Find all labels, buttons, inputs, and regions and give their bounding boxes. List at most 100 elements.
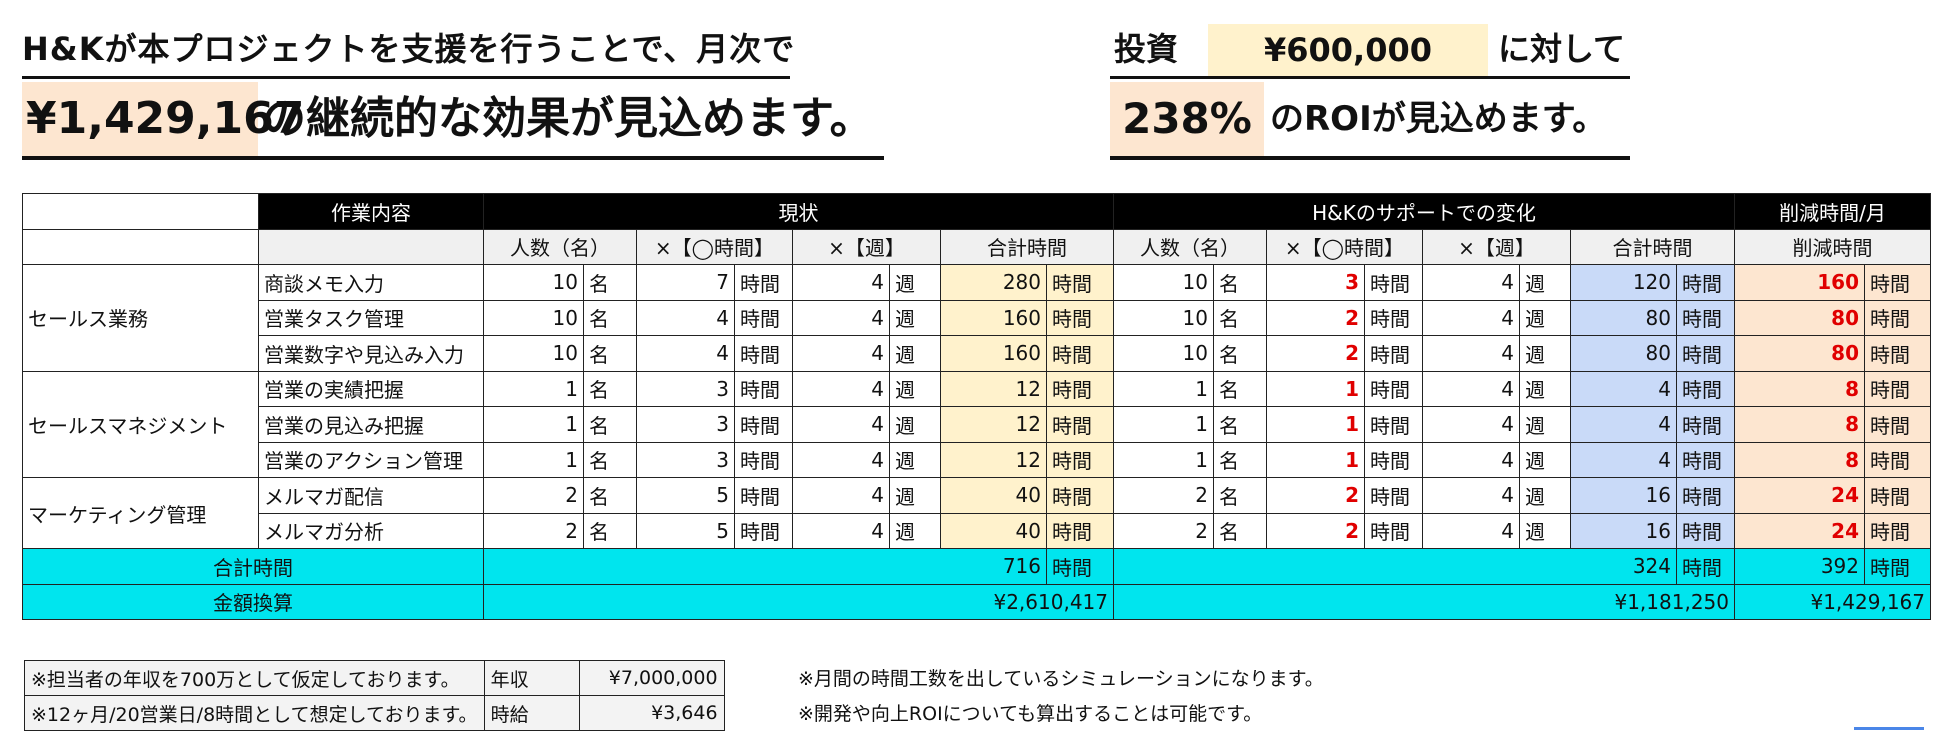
unit-hours: 時間 — [1046, 299, 1114, 336]
header-row-2: 人数（名） ×【◯時間】 ×【週】 合計時間 人数（名） ×【◯時間】 ×【週】… — [22, 228, 1931, 265]
unit-hours: 時間 — [1364, 512, 1423, 549]
cur-total: 160 — [940, 299, 1047, 336]
unit-people: 名 — [1213, 477, 1267, 514]
new-people: 2 — [1113, 477, 1214, 514]
salary-label: 年収 — [483, 660, 580, 696]
unit-people: 名 — [1213, 264, 1267, 301]
accent-line — [1854, 727, 1924, 730]
unit-hours: 時間 — [1676, 477, 1735, 514]
monthly-effect-amount: ¥1,429,167 — [22, 82, 304, 156]
note-monthly-simulation: ※月間の時間工数を出しているシミュレーションになります。 — [798, 668, 1324, 690]
new-weeks: 4 — [1422, 335, 1520, 372]
subheader-weeks: ×【週】 — [1422, 228, 1571, 265]
cur-weeks: 4 — [792, 512, 890, 549]
new-people: 1 — [1113, 441, 1214, 478]
category-cell: セールスマネジメント — [22, 370, 259, 478]
salary-row: ※担当者の年収を700万として仮定しております。 年収 ¥7,000,000 — [24, 660, 725, 696]
hourly-value: ¥3,646 — [578, 695, 725, 731]
new-people: 10 — [1113, 335, 1214, 372]
unit-hours: 時間 — [1676, 406, 1735, 443]
cur-hours: 3 — [636, 370, 735, 407]
unit-hours: 時間 — [1676, 335, 1735, 372]
new-people: 10 — [1113, 299, 1214, 336]
money-label: 金額換算 — [22, 583, 484, 620]
unit-hours: 時間 — [1046, 512, 1114, 549]
investment-amount: ¥600,000 — [1208, 24, 1488, 76]
table-row: 営業タスク管理 10 名 4 時間 4 週 160 時間 10 名 2 時間 4 週 80 時間 80 時間 — [23, 299, 1931, 336]
money-row: 金額換算 ¥2,610,417 ¥1,181,250 ¥1,429,167 — [22, 583, 1931, 620]
unit-weeks: 週 — [1519, 406, 1571, 443]
new-weeks: 4 — [1422, 477, 1520, 514]
table-row: セールスマネジメント 営業の実績把握 1 名 3 時間 4 週 12 時間 1 名 1 時間 4 週 4 時間 8 時… — [22, 370, 1931, 478]
unit-hours: 時間 — [1676, 512, 1735, 549]
new-money: ¥1,181,250 — [1113, 583, 1735, 620]
table-row: セールス業務 商談メモ入力 10 名 7 時間 4 週 280 時間 10 名 3 時間 4 週 120 時間 16… — [22, 264, 1931, 372]
cur-weeks: 4 — [792, 264, 890, 301]
unit-hours: 時間 — [734, 299, 793, 336]
total-label: 合計時間 — [22, 548, 484, 585]
subheader-hours: ×【◯時間】 — [1266, 228, 1423, 265]
table-row: 営業数字や見込み入力 10 名 4 時間 4 週 160 時間 10 名 2 時間 4 週 80 時間 80 時間 — [23, 335, 1931, 372]
unit-hours: 時間 — [1364, 477, 1423, 514]
unit-hours: 時間 — [1864, 477, 1931, 514]
unit-hours: 時間 — [1676, 299, 1735, 336]
unit-weeks: 週 — [1519, 370, 1571, 407]
cur-total: 12 — [940, 441, 1047, 478]
roi-value: 238% — [1110, 82, 1264, 156]
cur-total: 12 — [940, 370, 1047, 407]
unit-hours: 時間 — [1364, 441, 1423, 478]
unit-people: 名 — [583, 370, 637, 407]
new-total-sum: 324 — [1113, 548, 1677, 585]
cur-total: 280 — [940, 264, 1047, 301]
new-people: 1 — [1113, 406, 1214, 443]
unit-hours: 時間 — [1046, 477, 1114, 514]
new-total: 16 — [1570, 477, 1677, 514]
reduced-money: ¥1,429,167 — [1734, 583, 1931, 620]
cur-hours: 5 — [636, 477, 735, 514]
unit-people: 名 — [583, 477, 637, 514]
header-task: 作業内容 — [258, 193, 484, 230]
unit-hours: 時間 — [1864, 264, 1931, 301]
unit-hours: 時間 — [734, 441, 793, 478]
unit-hours: 時間 — [734, 512, 793, 549]
table-row: 営業のアクション管理 1 名 3 時間 4 週 12 時間 1 名 1 時間 4 週 4 時間 8 時間 — [23, 441, 1931, 478]
cur-people: 10 — [483, 299, 584, 336]
new-total: 4 — [1570, 370, 1677, 407]
task-cell: 営業タスク管理 — [258, 299, 484, 336]
headline-line2-suffix: の継続的な効果が見込めます。 — [262, 93, 874, 144]
cur-weeks: 4 — [792, 370, 890, 407]
unit-hours: 時間 — [1046, 406, 1114, 443]
cur-people: 10 — [483, 335, 584, 372]
reduced-hours: 24 — [1734, 512, 1865, 549]
unit-people: 名 — [583, 264, 637, 301]
unit-hours: 時間 — [1046, 370, 1114, 407]
hourly-label: 時給 — [483, 695, 580, 731]
cur-total-sum: 716 — [483, 548, 1047, 585]
unit-hours: 時間 — [1046, 264, 1114, 301]
cur-people: 1 — [483, 441, 584, 478]
unit-hours: 時間 — [1864, 299, 1931, 336]
cur-people: 1 — [483, 370, 584, 407]
new-total: 16 — [1570, 512, 1677, 549]
new-weeks: 4 — [1422, 512, 1520, 549]
unit-weeks: 週 — [1519, 441, 1571, 478]
new-people: 2 — [1113, 512, 1214, 549]
cur-hours: 4 — [636, 335, 735, 372]
unit-hours: 時間 — [1676, 441, 1735, 478]
unit-hours: 時間 — [734, 335, 793, 372]
unit-hours: 時間 — [1864, 406, 1931, 443]
new-total: 120 — [1570, 264, 1677, 301]
cur-weeks: 4 — [792, 335, 890, 372]
unit-hours: 時間 — [1676, 370, 1735, 407]
unit-hours: 時間 — [1864, 441, 1931, 478]
cur-hours: 3 — [636, 406, 735, 443]
unit-hours: 時間 — [1864, 335, 1931, 372]
unit-people: 名 — [583, 335, 637, 372]
new-hours: 2 — [1266, 299, 1365, 336]
reduced-hours: 80 — [1734, 335, 1865, 372]
subheader-blank — [258, 228, 484, 265]
cur-hours: 7 — [636, 264, 735, 301]
unit-hours: 時間 — [1046, 441, 1114, 478]
new-weeks: 4 — [1422, 264, 1520, 301]
unit-people: 名 — [1213, 512, 1267, 549]
